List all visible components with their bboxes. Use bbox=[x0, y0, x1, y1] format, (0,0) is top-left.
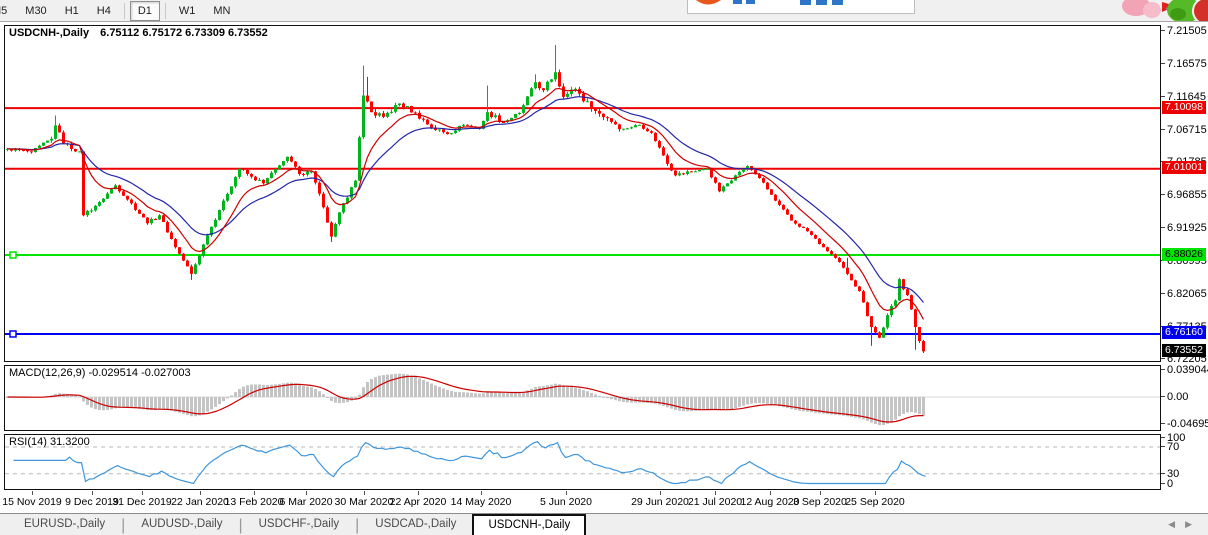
date-label: 22 Apr 2020 bbox=[389, 496, 447, 508]
toolbar-icon-slivers bbox=[696, 0, 843, 5]
tab-separator: | bbox=[355, 517, 360, 534]
price-axis[interactable]: 7.215057.165757.116457.067157.017856.968… bbox=[1161, 25, 1208, 365]
date-label: 21 Jul 2020 bbox=[687, 496, 743, 508]
price-chart-panel[interactable]: USDCNH-,Daily 6.75112 6.75172 6.73309 6.… bbox=[4, 25, 1161, 362]
toolbar-separator bbox=[123, 2, 125, 19]
date-label: 22 Jan 2020 bbox=[171, 496, 229, 508]
macd-axis: 0.039044 0.00 -0.046959 bbox=[1161, 364, 1208, 431]
tab-scroll-arrows[interactable]: ◀▶ bbox=[1168, 519, 1202, 529]
macd-histogram bbox=[6, 373, 925, 426]
price-tick: 7.16575 bbox=[1161, 58, 1208, 70]
candles bbox=[6, 44, 925, 353]
date-tick bbox=[254, 491, 255, 495]
date-tick bbox=[200, 491, 201, 495]
price-tick: 6.96855 bbox=[1161, 189, 1208, 201]
rsi-line bbox=[13, 440, 926, 485]
date-tick bbox=[142, 491, 143, 495]
toolbar-icons-strip bbox=[687, 0, 915, 14]
candlestick-chart[interactable] bbox=[5, 26, 1160, 361]
chart-tab-usdcad[interactable]: USDCAD-,Daily bbox=[375, 518, 457, 530]
price-tick: 6.82065 bbox=[1161, 288, 1208, 300]
macd-tick: -0.046959 bbox=[1161, 418, 1208, 430]
date-tick bbox=[92, 491, 93, 495]
chart-title: USDCNH-,Daily 6.75112 6.75172 6.73309 6.… bbox=[9, 27, 268, 39]
price-tick: 7.11645 bbox=[1161, 91, 1208, 103]
date-label: 5 Jun 2020 bbox=[540, 496, 592, 508]
chart-ohlc-quotes: 6.75112 6.75172 6.73309 6.73552 bbox=[100, 27, 268, 39]
timeframe-buttons: M5 M30 H1 H4 D1 W1 MN bbox=[0, 0, 239, 21]
rsi-indicator-panel[interactable]: RSI(14) 31.3200 bbox=[4, 434, 1161, 490]
macd-chart bbox=[5, 373, 1160, 426]
ma-slow-line bbox=[7, 96, 924, 303]
date-tick bbox=[770, 491, 771, 495]
macd-indicator-panel[interactable]: MACD(12,26,9) -0.029514 -0.027003 bbox=[4, 365, 1161, 431]
chart-tab-eurusd[interactable]: EURUSD-,Daily bbox=[24, 518, 106, 530]
timeframe-button-m5[interactable]: M5 bbox=[0, 4, 8, 17]
timeframe-toolbar: M5 M30 H1 H4 D1 W1 MN bbox=[0, 0, 1208, 22]
date-tick bbox=[875, 491, 876, 495]
date-tick bbox=[418, 491, 419, 495]
date-label: 12 Aug 2020 bbox=[740, 496, 800, 508]
ma-fast-line bbox=[7, 87, 925, 320]
macd-signal-line bbox=[7, 375, 924, 423]
date-tick bbox=[566, 491, 567, 495]
chart-tab-audusd[interactable]: AUDUSD-,Daily bbox=[141, 518, 223, 530]
timeframe-button-d1[interactable]: D1 bbox=[129, 0, 160, 21]
price-tick: 6.91925 bbox=[1161, 222, 1208, 234]
date-tick bbox=[364, 491, 365, 495]
level-price-label: 7.10098 bbox=[1162, 100, 1206, 114]
rsi-axis: 100 70 30 0 bbox=[1161, 432, 1208, 490]
level-price-label: 6.76160 bbox=[1162, 326, 1206, 340]
chart-tab-usdcnh[interactable]: USDCNH-,Daily bbox=[472, 514, 587, 535]
timeframe-button-w1[interactable]: W1 bbox=[178, 4, 196, 17]
date-tick bbox=[306, 491, 307, 495]
date-label: 15 Nov 2019 bbox=[2, 496, 62, 508]
date-tick bbox=[715, 491, 716, 495]
timeframe-button-m30[interactable]: M30 bbox=[25, 4, 47, 17]
date-label: 25 Sep 2020 bbox=[845, 496, 905, 508]
rsi-tick: 70 bbox=[1161, 441, 1208, 453]
macd-label: MACD(12,26,9) -0.029514 -0.027003 bbox=[9, 367, 191, 379]
chart-tab-bar: EURUSD-,Daily | AUDUSD-,Daily | USDCHF-,Dail… bbox=[0, 513, 1208, 535]
timeframe-button-mn[interactable]: MN bbox=[213, 4, 231, 17]
chart-symbol-period: USDCNH-,Daily bbox=[9, 27, 90, 39]
level-price-label: 7.01001 bbox=[1162, 161, 1206, 175]
date-label: 14 May 2020 bbox=[450, 496, 512, 508]
date-tick bbox=[481, 491, 482, 495]
mascot-graphic bbox=[1122, 0, 1208, 21]
rsi-tick: 0 bbox=[1161, 478, 1208, 490]
rsi-label: RSI(14) 31.3200 bbox=[9, 436, 90, 448]
date-label: 31 Dec 2019 bbox=[112, 496, 172, 508]
rsi-tick: 100 bbox=[1161, 432, 1208, 444]
date-tick bbox=[820, 491, 821, 495]
date-axis[interactable]: 15 Nov 2019 9 Dec 2019 31 Dec 2019 22 Jan 2… bbox=[2, 491, 1161, 512]
price-tick: 7.06715 bbox=[1161, 124, 1208, 136]
current-price-label: 6.73552 bbox=[1162, 343, 1206, 357]
rsi-chart bbox=[5, 440, 1160, 485]
date-label: 13 Feb 2020 bbox=[224, 496, 284, 508]
date-label: 9 Dec 2019 bbox=[65, 496, 119, 508]
rsi-tick: 30 bbox=[1161, 468, 1208, 480]
date-label: 6 Mar 2020 bbox=[279, 496, 333, 508]
horizontal-level-lines[interactable] bbox=[5, 107, 1160, 338]
date-label: 3 Sep 2020 bbox=[793, 496, 847, 508]
toolbar-separator bbox=[164, 2, 166, 19]
timeframe-button-h1[interactable]: H1 bbox=[64, 4, 79, 17]
timeframe-button-h4[interactable]: H4 bbox=[96, 4, 111, 17]
tab-separator: | bbox=[238, 517, 243, 534]
level-price-label: 6.88026 bbox=[1162, 247, 1206, 261]
date-tick bbox=[32, 491, 33, 495]
chart-tab-usdchf[interactable]: USDCHF-,Daily bbox=[258, 518, 340, 530]
macd-tick: 0.039044 bbox=[1161, 364, 1208, 376]
macd-tick: 0.00 bbox=[1161, 391, 1208, 403]
tab-separator: | bbox=[121, 517, 126, 534]
date-label: 29 Jun 2020 bbox=[631, 496, 689, 508]
price-tick: 7.21505 bbox=[1161, 25, 1208, 37]
date-label: 30 Mar 2020 bbox=[334, 496, 394, 508]
date-tick bbox=[660, 491, 661, 495]
